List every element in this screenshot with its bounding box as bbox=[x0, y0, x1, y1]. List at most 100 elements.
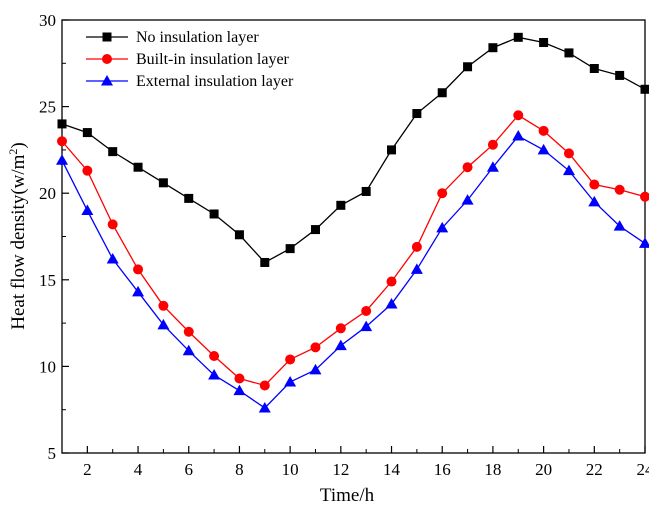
data-point bbox=[258, 401, 271, 413]
data-point bbox=[259, 380, 270, 391]
data-point bbox=[640, 191, 649, 202]
data-point bbox=[208, 369, 221, 380]
data-point bbox=[234, 230, 244, 240]
data-point bbox=[260, 257, 270, 267]
x-tick-label: 12 bbox=[332, 460, 349, 479]
data-point bbox=[335, 323, 346, 334]
data-point bbox=[539, 38, 549, 48]
data-point bbox=[614, 184, 625, 195]
y-axis-title-main: Heat flow density(w/m bbox=[8, 154, 29, 329]
series-line bbox=[61, 36, 646, 264]
data-point bbox=[410, 263, 423, 274]
data-point bbox=[385, 298, 398, 309]
series-line bbox=[61, 135, 646, 409]
data-point bbox=[157, 318, 170, 330]
x-tick-label: 2 bbox=[83, 460, 92, 479]
y-axis-title-superscript: 2 bbox=[6, 149, 20, 155]
data-point bbox=[386, 276, 397, 287]
data-point bbox=[488, 43, 498, 53]
legend-label: No insulation layer bbox=[136, 29, 259, 46]
data-point bbox=[462, 162, 473, 173]
data-point bbox=[360, 320, 373, 332]
x-tick-label: 18 bbox=[484, 460, 501, 479]
data-point bbox=[284, 375, 297, 387]
data-point bbox=[285, 244, 295, 254]
data-point bbox=[234, 373, 245, 384]
data-point bbox=[183, 326, 194, 337]
data-point bbox=[56, 154, 68, 165]
data-point bbox=[82, 165, 93, 176]
series-0 bbox=[57, 32, 649, 267]
data-point bbox=[361, 186, 371, 196]
data-point bbox=[563, 148, 574, 159]
y-tick-label: 10 bbox=[39, 357, 56, 376]
x-tick-label: 10 bbox=[282, 460, 299, 479]
data-point bbox=[158, 300, 169, 311]
legend-label: External insulation layer bbox=[136, 73, 294, 90]
series-layer bbox=[56, 32, 649, 413]
legend-label: Built-in insulation layer bbox=[136, 51, 290, 68]
x-tick-label: 16 bbox=[434, 460, 451, 479]
data-point bbox=[81, 204, 94, 216]
data-point bbox=[182, 344, 195, 356]
data-point bbox=[106, 253, 119, 264]
data-point bbox=[538, 125, 549, 136]
legend-item-1: Built-in insulation layer bbox=[86, 51, 290, 68]
series-1 bbox=[57, 110, 649, 391]
data-point bbox=[334, 339, 347, 351]
data-point bbox=[158, 178, 168, 188]
legend-marker bbox=[102, 32, 112, 42]
data-point bbox=[588, 195, 601, 207]
series-line bbox=[61, 114, 646, 387]
y-tick-label: 15 bbox=[39, 271, 56, 290]
data-point bbox=[486, 161, 499, 172]
data-point bbox=[132, 285, 145, 297]
data-point bbox=[309, 363, 322, 375]
x-tick-label: 8 bbox=[235, 460, 244, 479]
x-axis-title: Time/h bbox=[320, 485, 375, 506]
data-point bbox=[437, 88, 447, 98]
data-point bbox=[513, 110, 524, 121]
data-point bbox=[512, 130, 525, 141]
data-point bbox=[233, 384, 246, 396]
x-tick-label: 22 bbox=[586, 460, 603, 479]
data-point bbox=[437, 188, 448, 199]
data-point bbox=[336, 200, 346, 210]
x-tick-label: 6 bbox=[184, 460, 193, 479]
legend-marker bbox=[102, 54, 112, 64]
data-point bbox=[412, 109, 422, 119]
legend-item-2: External insulation layer bbox=[86, 73, 294, 90]
data-point bbox=[589, 179, 600, 190]
data-point bbox=[436, 221, 449, 233]
data-point bbox=[461, 194, 474, 205]
data-point bbox=[513, 32, 523, 42]
legend-marker bbox=[101, 75, 113, 86]
x-tick-label: 20 bbox=[535, 460, 552, 479]
data-point bbox=[310, 342, 321, 353]
data-point bbox=[361, 305, 372, 316]
y-axis-title: Heat flow density(w/m2) bbox=[6, 142, 29, 330]
data-point bbox=[57, 119, 67, 129]
x-tick-label: 14 bbox=[383, 460, 401, 479]
data-point bbox=[82, 128, 92, 138]
data-point bbox=[589, 63, 599, 73]
data-point bbox=[639, 237, 649, 248]
series-2 bbox=[56, 130, 649, 413]
data-point bbox=[209, 351, 220, 362]
data-point bbox=[562, 164, 575, 176]
y-tick-label: 5 bbox=[48, 444, 57, 463]
data-point bbox=[411, 241, 422, 252]
data-point bbox=[564, 48, 574, 58]
data-point bbox=[133, 162, 143, 172]
data-point bbox=[387, 145, 397, 155]
data-point bbox=[184, 193, 194, 203]
x-tick-label: 4 bbox=[134, 460, 143, 479]
data-point bbox=[615, 70, 625, 80]
data-point bbox=[487, 139, 498, 150]
y-tick-label: 20 bbox=[39, 184, 56, 203]
data-point bbox=[613, 220, 626, 231]
y-tick-label: 25 bbox=[39, 98, 56, 117]
y-axis-title-close: ) bbox=[8, 142, 29, 148]
legend-item-0: No insulation layer bbox=[86, 29, 259, 46]
